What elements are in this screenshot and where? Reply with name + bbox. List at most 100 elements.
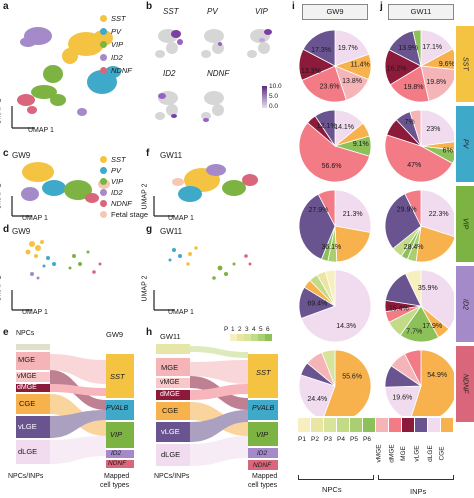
pie-gw11-4-slice-CGE: [411, 349, 454, 416]
fetal-legend-vip: VIP: [100, 177, 123, 186]
legend-swatch-vLGE: [415, 418, 427, 432]
legend-swatch-dMGE: [389, 418, 401, 432]
pie-gw9-3-label-0: 69.4%: [307, 300, 327, 307]
pie-gw9-0-slice-vLGE: [302, 29, 336, 67]
expression-scale: [262, 86, 267, 108]
umap-gw9: [11, 162, 110, 217]
legend-swatch-P3: [324, 418, 336, 432]
legend-swatch-P5: [350, 418, 362, 432]
sankey-h-target-ndnf: [248, 460, 278, 470]
pie-tab-sst: SST: [456, 26, 474, 102]
umap-a-xlabel: UMAP 1: [28, 127, 54, 134]
pie-gw11-1-slice-CGE: [420, 141, 454, 151]
panel-letter-i: i: [292, 1, 295, 12]
sankey-e-tgt-ndnf: NDNF: [108, 460, 127, 467]
pie-gw11-1-slice-vMGE: [409, 109, 422, 147]
pie-gw11-0-label-3: 19.8%: [404, 84, 424, 91]
sankey-e-src-dmge: dMGE: [17, 384, 37, 391]
pie-col-header-gw9: GW9: [302, 4, 368, 20]
pie-gw11-0-label-4: 16.2%: [387, 66, 407, 73]
sankey-h-title: GW11: [160, 332, 181, 341]
sankey-h-tgt-ndnf: NDNF: [253, 462, 272, 469]
pie-gw11-2-slice-CGE: [415, 225, 454, 263]
pie-gw9-4-slice-dLGE: [298, 374, 336, 416]
pie-gw9-2-label-0: 27.9%: [309, 207, 329, 214]
pie-gw9-0-label-5: 17.3%: [311, 47, 331, 54]
sankey-e-npc-bar: [16, 344, 50, 350]
umap-a-ylabel: UMAP 2: [0, 99, 3, 125]
cluster-pv: [87, 66, 121, 94]
p-scale-p: P: [224, 326, 229, 333]
pie-gw11-1-slice-dMGE: [384, 134, 454, 183]
pie-gw11-1-label-1: 6%: [443, 147, 453, 154]
pie-gw9-2-slice-dMGE: [317, 189, 336, 227]
legend-item-ndnf: NDNF: [100, 66, 132, 75]
pie-gw11-3-slice-P1: [404, 269, 422, 307]
legend-group-inps: INPs: [410, 487, 427, 496]
pie-gw9-2-slice-dLGE: [334, 189, 372, 233]
sankey-gw11: [156, 344, 278, 470]
sankey-e-target-id2: [106, 450, 134, 458]
sankey-e-tgt-sst: SST: [110, 372, 125, 381]
panel-letter-e: e: [3, 327, 9, 338]
pie-gw11-2-slice-vLGE: [384, 193, 422, 250]
umap-c-ylabel: UMAP 2: [0, 184, 3, 210]
umap-g-ylabel: UMAP 2: [141, 275, 149, 302]
sankey-h-node-mge: [156, 358, 190, 376]
pie-gw11-0-slice-vMGE: [420, 65, 454, 102]
sankey-h-tgt-sst: SST: [256, 368, 271, 377]
sankey-h-node-vlge: [156, 422, 190, 442]
pie-gw11-2-slice-dMGE: [404, 189, 422, 227]
p-scale-2: 2: [238, 326, 242, 333]
legend-swatch-MGE: [402, 418, 414, 432]
pie-tab-pv: PV: [456, 106, 474, 182]
sankey-gw9: [16, 344, 134, 468]
legend-swatch-P4: [337, 418, 349, 432]
pie-gw11-4-label-1: 19.6%: [392, 394, 412, 401]
pie-gw11-1-label-2: 47%: [407, 162, 421, 169]
p-scale-4: 4: [252, 326, 256, 333]
sankey-h-src-vlge: vLGE: [161, 427, 180, 436]
pie-gw11-2-label-2: 28.4%: [404, 244, 424, 251]
panel-letter-f: f: [146, 148, 150, 159]
legend-item-vip: VIP: [100, 40, 123, 49]
umap-f-title: GW11: [160, 151, 183, 160]
p-scale-bar: [230, 334, 272, 341]
pie-gw9-0-label-2: 13.8%: [342, 78, 362, 85]
p-scale-6: 6: [266, 326, 270, 333]
sankey-e-bottom-right-2: cell types: [100, 482, 130, 489]
scale-tick-0: 0.0: [269, 103, 279, 110]
sankey-e-target-vip: [106, 422, 134, 448]
scale-tick-5: 5.0: [269, 93, 279, 100]
sankey-h-src-cge: CGE: [162, 406, 179, 415]
sankey-h-node-dmge: [156, 390, 190, 400]
fetal-legend-sst: SST: [100, 155, 126, 164]
pie-gw9-0-label-0: 19.7%: [338, 45, 358, 52]
sankey-h-src-dlge: dLGE: [161, 450, 181, 459]
umap-g-xlabel: UMAP 1: [168, 309, 194, 316]
sankey-e-npcs-label: NPCs: [16, 330, 35, 337]
umap-gw11: [153, 164, 258, 217]
panel-letter-g: g: [146, 224, 153, 235]
pie-gw11-4-label-0: 54.9%: [427, 372, 447, 379]
pie-tab-ndnf: NDNF: [456, 346, 474, 422]
pie-col-header-gw11: GW11: [388, 4, 454, 20]
legend-swatch-P1: [298, 418, 310, 432]
p-scale-1: 1: [231, 326, 235, 333]
legend-label-P1: P1: [298, 436, 306, 443]
sankey-h-bottom-right-1: Mapped: [252, 473, 278, 480]
sankey-e-src-vlge: vLGE: [18, 422, 37, 431]
legend-item-sst: SST: [100, 14, 126, 23]
legend-label-P3: P3: [324, 436, 332, 443]
legend-group-npcs: NPCs: [322, 485, 342, 494]
sankey-e-bottom-right-1: Mapped: [104, 473, 130, 480]
pie-gw11-0-slice-P6: [412, 29, 422, 67]
pie-gw11-0-slice-dMGE: [389, 65, 430, 103]
pie-gw9-0-label-1: 11.4%: [350, 61, 369, 68]
pie-gw11-3-slice-P6: [399, 305, 440, 343]
cluster-id2-top: [20, 27, 52, 47]
feature-label-ndnf: NDNF: [207, 69, 230, 78]
umap-d: [11, 240, 102, 311]
umap-g-title: GW11: [160, 227, 183, 236]
feature-mini-umaps: [155, 29, 272, 122]
